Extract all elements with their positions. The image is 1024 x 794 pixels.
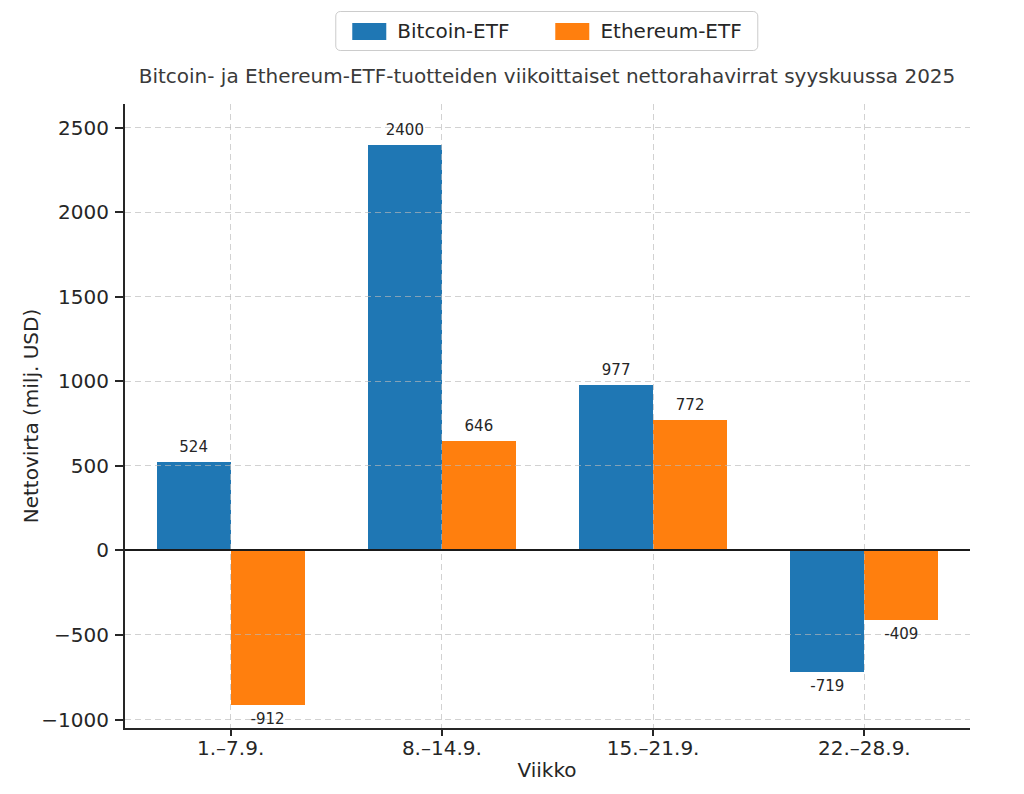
bar-ethereum-etf-3: [653, 420, 727, 551]
zero-line: [125, 549, 970, 551]
legend-label-bitcoin-etf: Bitcoin-ETF: [397, 21, 509, 41]
y-tick-label: 1500: [0, 284, 109, 310]
bar-value-label-ethereum-etf-4: -409: [884, 625, 918, 644]
y-tick-mark: [115, 634, 123, 636]
legend-item-bitcoin-etf: Bitcoin-ETF: [352, 21, 509, 41]
gridline-vertical: [230, 104, 231, 728]
y-tick-label: 500: [0, 453, 109, 479]
x-tick-label: 22.–28.9.: [774, 736, 954, 760]
legend-item-ethereum-etf: Ethereum-ETF: [555, 21, 741, 41]
bar-bitcoin-etf-2: [368, 145, 442, 551]
gridline-horizontal: [125, 296, 970, 297]
bar-ethereum-etf-1: [231, 550, 305, 704]
bar-value-label-bitcoin-etf-3: 977: [602, 361, 631, 380]
y-axis-spine: [123, 104, 125, 730]
chart-title: Bitcoin- ja Ethereum-ETF-tuotteiden viik…: [139, 64, 956, 88]
gridline-horizontal: [125, 212, 970, 213]
y-tick-label: 2000: [0, 199, 109, 225]
x-tick-label: 15.–21.9.: [563, 736, 743, 760]
bar-value-label-ethereum-etf-1: -912: [251, 710, 285, 729]
y-tick-label: 2500: [0, 115, 109, 141]
y-tick-mark: [115, 549, 123, 551]
bar-value-label-bitcoin-etf-4: -719: [810, 677, 844, 696]
gridline-vertical: [653, 104, 654, 728]
y-tick-label: −500: [0, 622, 109, 648]
x-tick-label: 8.–14.9.: [352, 736, 532, 760]
bar-value-label-ethereum-etf-2: 646: [465, 417, 494, 436]
y-tick-label: −1000: [0, 707, 109, 733]
legend-label-ethereum-etf: Ethereum-ETF: [600, 21, 741, 41]
legend-swatch-bitcoin-etf: [352, 23, 386, 40]
x-axis-title: Viikko: [517, 758, 576, 782]
x-tick-label: 1.–7.9.: [141, 736, 321, 760]
legend-swatch-ethereum-etf: [555, 23, 589, 40]
gridline-horizontal: [125, 381, 970, 382]
y-axis-title: Nettovirta (milj. USD): [19, 309, 43, 523]
y-tick-mark: [115, 296, 123, 298]
y-tick-mark: [115, 127, 123, 129]
bar-value-label-ethereum-etf-3: 772: [676, 396, 705, 415]
gridline-horizontal: [125, 465, 970, 466]
x-tick-mark: [230, 728, 232, 736]
y-tick-mark: [115, 719, 123, 721]
figure: Bitcoin-ETF Ethereum-ETF Bitcoin- ja Eth…: [0, 0, 1024, 794]
gridline-horizontal: [125, 127, 970, 128]
y-tick-mark: [115, 465, 123, 467]
x-tick-mark: [652, 728, 654, 736]
x-tick-mark: [441, 728, 443, 736]
bar-value-label-bitcoin-etf-2: 2400: [386, 121, 424, 140]
bar-value-label-bitcoin-etf-1: 524: [179, 438, 208, 457]
legend: Bitcoin-ETF Ethereum-ETF: [335, 11, 758, 51]
bar-bitcoin-etf-3: [579, 385, 653, 550]
bar-bitcoin-etf-4: [790, 550, 864, 672]
bar-ethereum-etf-4: [864, 550, 938, 619]
bar-bitcoin-etf-1: [157, 462, 231, 551]
bar-ethereum-etf-2: [442, 441, 516, 550]
x-tick-mark: [863, 728, 865, 736]
gridline-vertical: [441, 104, 442, 728]
gridline-vertical: [864, 104, 865, 728]
y-tick-label: 0: [0, 537, 109, 563]
gridline-horizontal: [125, 634, 970, 635]
y-tick-mark: [115, 380, 123, 382]
y-tick-mark: [115, 211, 123, 213]
y-tick-label: 1000: [0, 368, 109, 394]
